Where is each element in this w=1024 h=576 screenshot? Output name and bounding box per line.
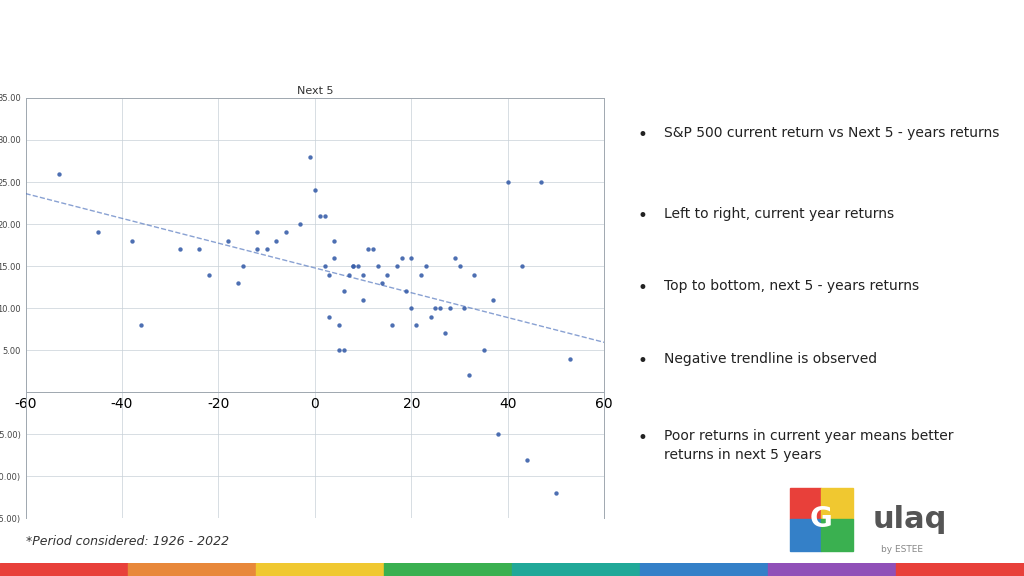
Point xyxy=(422,312,438,321)
Point xyxy=(336,287,352,296)
Text: •: • xyxy=(637,352,647,370)
Text: Top to bottom, next 5 - years returns: Top to bottom, next 5 - years returns xyxy=(665,279,920,293)
Point xyxy=(489,430,506,439)
Text: •: • xyxy=(637,207,647,225)
Point xyxy=(408,320,424,329)
Point xyxy=(413,270,429,279)
Point xyxy=(326,236,342,245)
Point xyxy=(446,253,463,262)
Point xyxy=(374,278,390,287)
Point xyxy=(475,346,492,355)
Point xyxy=(441,304,458,313)
Point xyxy=(322,270,338,279)
Point xyxy=(331,346,347,355)
Text: *Period considered: 1926 - 2022: *Period considered: 1926 - 2022 xyxy=(27,535,229,548)
Point xyxy=(398,287,415,296)
Point xyxy=(331,320,347,329)
Point xyxy=(234,262,251,271)
Point xyxy=(562,354,579,363)
Text: Negative trendline is observed: Negative trendline is observed xyxy=(665,352,878,366)
Point xyxy=(384,320,400,329)
Bar xyxy=(384,563,512,576)
Bar xyxy=(896,563,1024,576)
Text: by ESTEE: by ESTEE xyxy=(881,545,924,554)
Text: ulaq: ulaq xyxy=(872,505,947,535)
Point xyxy=(292,219,308,229)
Point xyxy=(336,346,352,355)
Point xyxy=(519,455,536,464)
Point xyxy=(190,245,207,254)
Text: G: G xyxy=(810,505,833,533)
Point xyxy=(403,304,420,313)
Text: •: • xyxy=(637,126,647,144)
Point xyxy=(249,245,265,254)
Point xyxy=(365,245,381,254)
Bar xyxy=(768,563,896,576)
Text: •: • xyxy=(637,279,647,297)
Point xyxy=(316,211,333,220)
Point xyxy=(456,304,472,313)
Point xyxy=(172,245,188,254)
Point xyxy=(326,253,342,262)
Point xyxy=(302,152,318,161)
Point xyxy=(307,186,324,195)
Point xyxy=(389,262,406,271)
Point xyxy=(427,304,443,313)
Point xyxy=(432,304,449,313)
Point xyxy=(258,245,274,254)
Point xyxy=(268,236,285,245)
Bar xyxy=(640,563,768,576)
Point xyxy=(133,320,150,329)
Point xyxy=(201,270,217,279)
Point xyxy=(249,228,265,237)
Point xyxy=(514,262,530,271)
Text: •: • xyxy=(637,429,647,446)
Bar xyxy=(512,563,640,576)
Point xyxy=(452,262,468,271)
Bar xyxy=(0,563,128,576)
Point xyxy=(461,371,477,380)
FancyBboxPatch shape xyxy=(821,487,853,520)
Point xyxy=(345,262,361,271)
Title: Next 5: Next 5 xyxy=(297,86,333,96)
Point xyxy=(278,228,294,237)
Text: Market Timing – Current vs Next 5 years returns: Market Timing – Current vs Next 5 years … xyxy=(97,27,927,56)
Text: Left to right, current year returns: Left to right, current year returns xyxy=(665,207,894,221)
Point xyxy=(466,270,482,279)
Point xyxy=(322,312,338,321)
Point xyxy=(534,177,550,187)
Text: S&P 500 current return vs Next 5 - years returns: S&P 500 current return vs Next 5 - years… xyxy=(665,126,999,140)
Point xyxy=(500,177,516,187)
Bar xyxy=(128,563,256,576)
Point xyxy=(393,253,410,262)
Point xyxy=(403,253,420,262)
Point xyxy=(51,169,68,178)
Point xyxy=(124,236,140,245)
Point xyxy=(229,278,246,287)
FancyBboxPatch shape xyxy=(790,520,821,551)
Point xyxy=(418,262,434,271)
Point xyxy=(220,236,237,245)
Point xyxy=(370,262,386,271)
Point xyxy=(90,228,106,237)
Point xyxy=(316,262,333,271)
Point xyxy=(359,245,376,254)
Point xyxy=(340,270,356,279)
Point xyxy=(355,295,372,304)
Point xyxy=(485,295,502,304)
Point xyxy=(437,329,454,338)
Point xyxy=(350,262,367,271)
FancyBboxPatch shape xyxy=(790,487,821,520)
Point xyxy=(548,488,564,498)
Point xyxy=(345,262,361,271)
Bar xyxy=(256,563,384,576)
FancyBboxPatch shape xyxy=(821,520,853,551)
Point xyxy=(355,270,372,279)
Text: Poor returns in current year means better
returns in next 5 years: Poor returns in current year means bette… xyxy=(665,429,953,462)
Point xyxy=(311,211,328,220)
Point xyxy=(379,270,395,279)
